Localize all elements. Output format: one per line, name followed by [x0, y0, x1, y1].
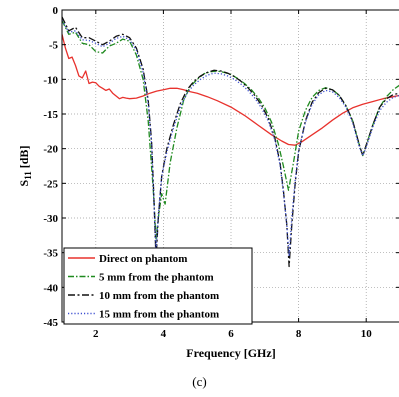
legend-label: 10 mm from the phantom	[99, 290, 219, 302]
x-axis-label: Frequency [GHz]	[186, 346, 275, 360]
legend-label: 15 mm from the phantom	[99, 309, 219, 321]
x-tick-label: 10	[361, 328, 373, 340]
chart: 2 4 6 8 10 0 -5 -10 -15 -20 -25 -30 -35 -40 -45 Freque…	[17, 5, 399, 360]
series-line-4	[62, 20, 399, 257]
y-tick-label: -15	[43, 109, 58, 121]
y-tick-label: -35	[43, 248, 58, 260]
ticks: 2 4 6 8 10 0 -5 -10 -15 -20 -25 -30 -35 -40 -45	[43, 5, 399, 340]
x-tick-label: 8	[296, 328, 302, 340]
legend-box	[63, 247, 253, 325]
y-tick-label: -10	[43, 74, 58, 86]
y-axis-label-main: S	[17, 179, 31, 186]
series-line-3	[62, 16, 399, 268]
y-axis-label-unit: [dB]	[17, 146, 31, 172]
y-tick-label: -30	[43, 213, 58, 225]
series-line-1	[62, 34, 399, 146]
panel-label: (c)	[192, 374, 207, 389]
y-tick-label: -45	[43, 317, 58, 329]
legend: Direct on phantom 5 mm from the phantom 10…	[63, 247, 253, 325]
y-axis-label-subscript: 11	[23, 171, 33, 180]
x-tick-label: 4	[161, 328, 167, 340]
x-tick-label: 2	[93, 328, 99, 340]
y-tick-label: -25	[43, 178, 58, 190]
y-tick-label: 0	[53, 5, 59, 17]
series-layer	[62, 16, 399, 268]
legend-label: Direct on phantom	[99, 253, 187, 265]
y-tick-label: -5	[49, 40, 59, 52]
y-axis-label: S11 [dB]	[17, 146, 33, 187]
x-tick-label: 6	[228, 328, 234, 340]
legend-label: 5 mm from the phantom	[99, 272, 214, 284]
y-tick-label: -20	[43, 144, 58, 156]
y-tick-label: -40	[43, 282, 58, 294]
